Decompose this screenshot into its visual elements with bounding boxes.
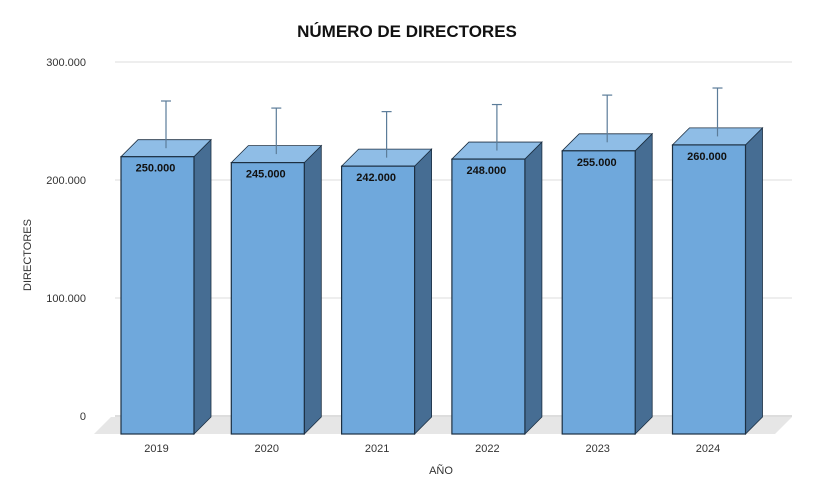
y-tick-label: 200.000 [46, 175, 86, 187]
data-label: 250.000 [136, 163, 176, 175]
x-tick-label: 2022 [475, 443, 499, 455]
bars: 250.000 245.000 242.000 248.000 255.000 260.0… [120, 87, 764, 435]
bar-front [561, 150, 636, 435]
y-tick-label: 100.000 [46, 293, 86, 305]
bar-2022: 248.000 [450, 103, 543, 435]
bar-side [193, 138, 212, 435]
bar-front [120, 156, 195, 435]
y-tick-label: 300.000 [46, 57, 86, 69]
bar-side [634, 132, 653, 435]
bar-side [524, 141, 543, 435]
y-tick-label: 0 [80, 411, 86, 423]
bar-front [451, 158, 526, 435]
y-axis-ticks: 0 100.000 200.000 300.000 [46, 57, 86, 423]
bar-2020: 245.000 [230, 107, 323, 435]
bar-front [671, 144, 747, 435]
bar-front [230, 162, 305, 435]
x-tick-label: 2023 [585, 443, 609, 455]
x-tick-label: 2024 [696, 443, 720, 455]
bar-side [414, 148, 433, 435]
data-label: 255.000 [577, 157, 617, 169]
bar-2023: 255.000 [561, 94, 654, 435]
bar-2024: 260.000 [671, 87, 764, 435]
y-axis-label: DIRECTORES [22, 219, 34, 291]
x-axis-ticks: 2019 2020 2021 2022 2023 2024 [144, 443, 720, 455]
data-label: 245.000 [246, 169, 286, 181]
bar-side [303, 144, 322, 435]
data-label: 242.000 [356, 172, 396, 184]
x-axis-label: AÑO [429, 464, 453, 477]
bar-front [341, 165, 416, 435]
bar-side [745, 126, 763, 435]
x-tick-label: 2021 [365, 443, 389, 455]
bar-2019: 250.000 [120, 100, 212, 435]
chart-title: NÚMERO DE DIRECTORES [297, 22, 517, 41]
bar-2021: 242.000 [340, 111, 433, 435]
x-tick-label: 2020 [255, 443, 279, 455]
data-label: 248.000 [467, 165, 507, 177]
data-label: 260.000 [687, 151, 727, 163]
x-tick-label: 2019 [144, 443, 168, 455]
